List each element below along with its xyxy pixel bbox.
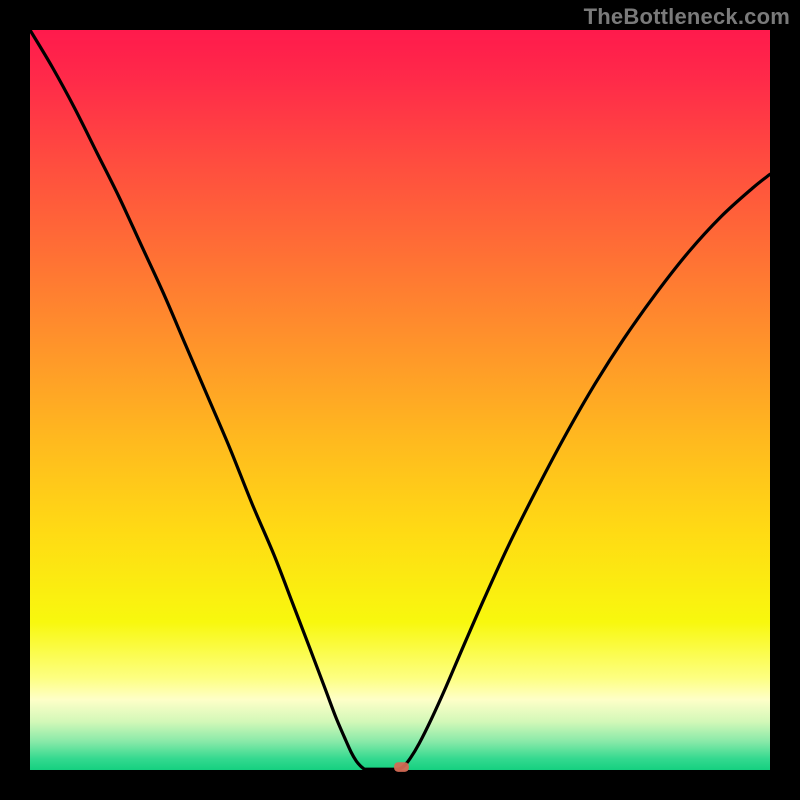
bottleneck-chart	[0, 0, 800, 800]
chart-container: TheBottleneck.com	[0, 0, 800, 800]
optimum-marker	[394, 762, 409, 772]
plot-background	[30, 30, 770, 770]
